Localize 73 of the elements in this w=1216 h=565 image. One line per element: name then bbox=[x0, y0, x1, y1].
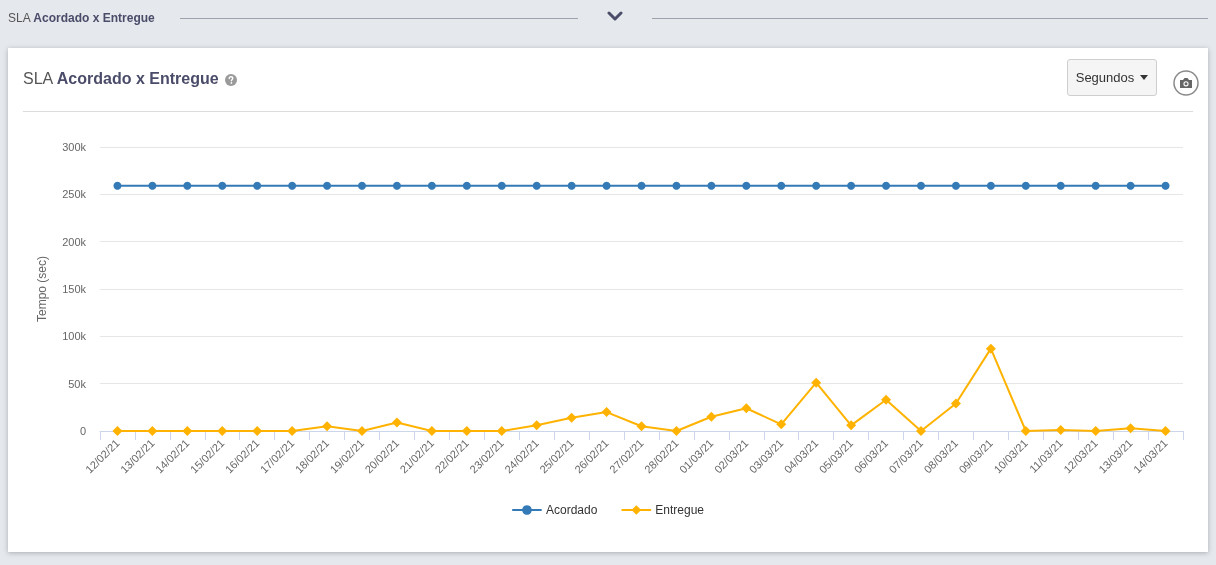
point bbox=[217, 426, 228, 436]
point bbox=[183, 181, 192, 190]
legend-label: Acordado bbox=[545, 503, 598, 517]
y-tick-label: 250k bbox=[62, 188, 87, 201]
point bbox=[497, 181, 506, 190]
chart-title: SLA Acordado x Entregue bbox=[23, 70, 219, 87]
point bbox=[812, 181, 821, 190]
point bbox=[636, 421, 647, 432]
point bbox=[777, 181, 786, 190]
point bbox=[601, 407, 612, 418]
y-tick-label: 200k bbox=[62, 235, 87, 248]
point bbox=[951, 181, 960, 190]
point bbox=[637, 181, 646, 190]
point bbox=[847, 181, 856, 190]
point bbox=[427, 181, 436, 190]
point bbox=[1125, 423, 1136, 434]
point bbox=[1161, 181, 1170, 190]
point bbox=[288, 181, 297, 190]
y-axis-title: Tempo (sec) bbox=[35, 255, 49, 323]
y-tick-label: 0 bbox=[79, 425, 86, 437]
point bbox=[462, 181, 471, 190]
point bbox=[672, 181, 681, 190]
point bbox=[567, 181, 576, 190]
point bbox=[182, 426, 193, 436]
point bbox=[602, 181, 611, 190]
point bbox=[741, 403, 752, 414]
point bbox=[496, 426, 507, 436]
point bbox=[1091, 181, 1100, 190]
dropdown-button: Segundos bbox=[1067, 59, 1157, 96]
point bbox=[1056, 181, 1065, 190]
point bbox=[950, 398, 961, 409]
point bbox=[1055, 425, 1066, 436]
point bbox=[323, 181, 332, 190]
point bbox=[742, 181, 751, 190]
point bbox=[322, 421, 333, 432]
point bbox=[882, 181, 891, 190]
point bbox=[811, 377, 822, 388]
point bbox=[391, 417, 402, 428]
point bbox=[566, 412, 577, 423]
point bbox=[357, 426, 368, 436]
point bbox=[706, 411, 717, 422]
point bbox=[531, 420, 542, 431]
point bbox=[1090, 426, 1101, 436]
legend-label: Entregue bbox=[655, 503, 705, 517]
point bbox=[707, 181, 716, 190]
point bbox=[846, 420, 857, 431]
point bbox=[985, 343, 996, 354]
point bbox=[148, 181, 157, 190]
point bbox=[253, 181, 262, 190]
point bbox=[218, 181, 227, 190]
point bbox=[287, 426, 298, 436]
y-tick-label: 50k bbox=[68, 377, 87, 390]
point bbox=[392, 181, 401, 190]
chart-title: SLA Acordado x Entregue bbox=[8, 11, 155, 25]
point bbox=[1160, 426, 1171, 436]
point bbox=[1126, 181, 1135, 190]
point bbox=[671, 426, 682, 436]
y-tick-label: 100k bbox=[62, 330, 87, 343]
point bbox=[112, 426, 123, 436]
point bbox=[426, 426, 437, 436]
point bbox=[532, 181, 541, 190]
point bbox=[986, 181, 995, 190]
point bbox=[1021, 181, 1030, 190]
point bbox=[881, 394, 892, 405]
point bbox=[358, 181, 367, 190]
y-tick-label: 150k bbox=[62, 283, 87, 295]
point bbox=[1020, 426, 1031, 436]
point bbox=[916, 181, 925, 190]
y-tick-label: 300k bbox=[62, 141, 87, 153]
point bbox=[915, 426, 926, 436]
point bbox=[147, 426, 158, 436]
point bbox=[113, 181, 122, 190]
point bbox=[776, 419, 787, 430]
